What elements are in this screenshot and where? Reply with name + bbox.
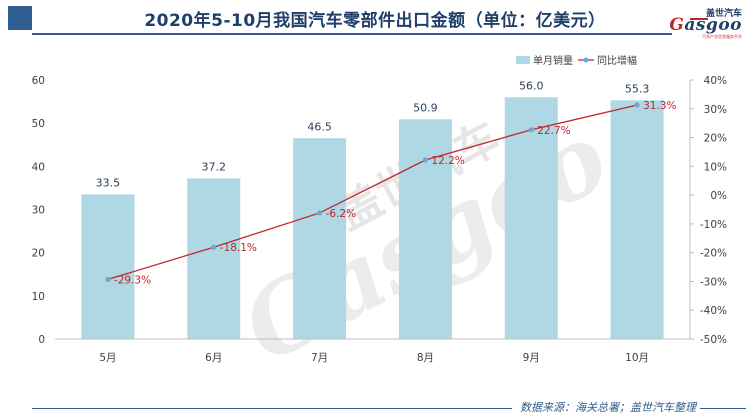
x-tick-label: 9月	[523, 352, 540, 364]
footer-rule	[32, 408, 512, 409]
bar-5月	[81, 194, 135, 339]
y-left-tick-label: 20	[32, 248, 45, 260]
y-right-tick-label: -10%	[700, 219, 727, 231]
legend-line-marker	[583, 57, 589, 63]
bar-label: 56.0	[519, 79, 544, 92]
growth-label: -18.1%	[220, 242, 257, 254]
logo-g-letter: G	[669, 15, 685, 35]
logo-red-bar	[690, 18, 708, 20]
bar-label: 33.5	[96, 176, 121, 189]
growth-point	[316, 210, 323, 216]
y-right-tick-label: 30%	[704, 104, 727, 116]
header: 2020年5-10月我国汽车零部件出口金额（单位：亿美元）	[0, 0, 750, 36]
y-left-tick-label: 50	[32, 118, 45, 130]
legend-line-label: 同比增幅	[597, 54, 637, 67]
logo-chinese-text: 盖世汽车	[705, 9, 742, 19]
bar-label: 46.5	[307, 120, 332, 133]
y-right-tick-label: 20%	[704, 133, 727, 145]
growth-point	[528, 127, 534, 133]
bar-6月	[187, 178, 241, 339]
axes-layer: 0 10 20 30 40 50 60 -50% -40% -30% -20% -10% 0% 10% 20…	[32, 75, 727, 364]
y-right-tick-label: -50%	[700, 334, 727, 346]
legend: 单月销量 同比增幅	[516, 54, 637, 67]
growth-point	[422, 157, 429, 163]
growth-label: 12.2%	[431, 155, 464, 167]
header-accent-square	[8, 6, 32, 30]
y-right-tick-label: -30%	[700, 276, 727, 288]
logo-rest-letters: asgoo	[684, 15, 742, 35]
bar-7月	[293, 138, 347, 339]
growth-point	[211, 244, 217, 250]
y-right-tick-label: -20%	[700, 248, 727, 260]
y-right-tick-label: 40%	[704, 75, 727, 87]
growth-line	[107, 104, 638, 281]
bar-8月	[398, 119, 452, 339]
y-right-tick-label: 0%	[710, 190, 727, 202]
x-tick-label: 7月	[311, 352, 328, 364]
legend-bar-label: 单月销量	[533, 54, 573, 67]
gasgoo-logo: 盖世汽车 Gasgoo 汽车产业信息服务平台	[669, 6, 746, 39]
logo-subtitle: 汽车产业信息服务平台	[702, 34, 742, 39]
chart-title: 2020年5-10月我国汽车零部件出口金额（单位：亿美元）	[144, 11, 606, 31]
y-left-tick-label: 10	[32, 291, 45, 303]
header-rule	[32, 33, 672, 35]
y-left-tick-label: 60	[32, 75, 45, 87]
x-tick-label: 10月	[625, 352, 649, 364]
y-right-tick-label: 10%	[704, 161, 727, 173]
growth-label: -6.2%	[326, 208, 356, 220]
footer-rule-right	[700, 408, 746, 409]
bar-10月	[610, 100, 664, 339]
logo-english-text: Gasgoo	[669, 15, 742, 35]
bar-label: 37.2	[202, 160, 227, 173]
growth-point	[105, 276, 111, 283]
growth-point	[634, 102, 640, 108]
y-left-tick-label: 40	[32, 161, 45, 173]
footer-source: 数据来源：海关总署；盖世汽车整理	[520, 401, 696, 414]
growth-label: 22.7%	[537, 125, 570, 137]
line-layer: -29.3% -18.1% -6.2% 12.2% 22.7% 31.3%	[105, 100, 676, 286]
bars-layer: 33.5 37.2 46.5 50.9 56.0 55.3	[81, 79, 664, 340]
bar-label: 50.9	[413, 101, 438, 114]
growth-label: -29.3%	[114, 274, 151, 286]
x-tick-label: 6月	[205, 352, 222, 364]
x-tick-label: 5月	[99, 352, 116, 364]
growth-label: 31.3%	[643, 100, 676, 112]
y-left-tick-label: 0	[38, 334, 45, 346]
legend-bar-swatch	[516, 56, 530, 64]
y-right-tick-label: -40%	[700, 305, 727, 317]
y-left-tick-label: 30	[32, 205, 45, 217]
bar-label: 55.3	[625, 82, 650, 95]
bar-9月	[504, 97, 558, 340]
x-tick-label: 8月	[417, 352, 434, 364]
